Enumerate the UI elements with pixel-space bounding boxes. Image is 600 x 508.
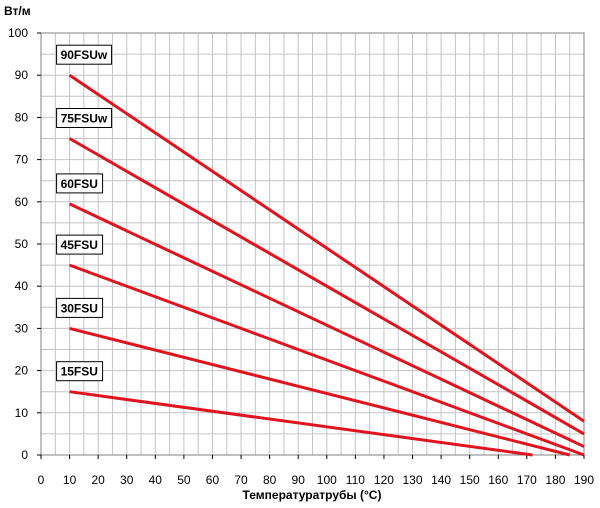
x-tick-label: 110 [346,473,365,487]
series-label-box [56,297,104,318]
x-tick-label: 50 [177,473,191,487]
y-tick-label: 100 [8,26,28,40]
x-tick-label: 120 [374,473,394,487]
series-label-box [56,44,113,65]
series-label-text: 90FSUw [61,48,108,62]
x-tick-label: 80 [263,473,277,487]
x-tick-label: 90 [292,473,306,487]
y-tick-label: 10 [15,406,29,420]
x-tick-label: 150 [460,473,480,487]
x-tick-label: 130 [403,473,423,487]
x-tick-label: 160 [488,473,508,487]
y-tick-label: 80 [15,110,29,124]
x-tick-label: 70 [234,473,248,487]
axes: 0 10 20 30 40 50 60 70 80 90 100 110 120 130 140 150 160… [8,26,594,487]
series-label-box [56,108,113,128]
x-tick-label: 170 [517,473,537,487]
x-tick-label: 140 [431,473,451,487]
x-tick-label: 60 [206,473,220,487]
series-lines [68,73,585,457]
x-tick-label: 0 [38,473,45,487]
y-tick-label: 60 [15,195,29,209]
series-line-15FSU [69,390,533,457]
series-line-75FSUw [68,137,585,436]
y-tick-label: 50 [15,237,29,251]
series-label-box [56,361,104,382]
series-label-90FSUw: 90FSUw [56,44,113,65]
series-label-15FSU: 15FSU [56,361,104,382]
grid [41,33,584,455]
series-label-30FSU: 30FSU [56,297,104,318]
x-tick-label: 180 [545,473,565,487]
y-tick-label: 30 [15,321,29,335]
series-label-text: 15FSU [61,365,98,379]
series-label-text: 75FSUw [61,112,108,126]
series-label-75FSUw: 75FSUw [56,108,113,128]
series-line-60FSU [68,202,585,448]
x-tick-label: 20 [91,473,105,487]
series-label-60FSU: 60FSU [56,173,104,194]
y-tick-label: 0 [21,448,28,462]
series-label-text: 30FSU [61,301,98,315]
y-axis-title: Вт/м [4,4,31,18]
x-tick-label: 190 [574,473,594,487]
y-tick-label: 70 [15,153,29,167]
series-labels: 90FSUw 75FSUw 60FSU 45FSU 30FSU 15FSU [56,44,113,382]
y-tick-label: 40 [15,279,29,293]
x-tick-label: 40 [149,473,163,487]
y-tick-label: 90 [15,68,29,82]
series-line-30FSU [69,326,571,457]
x-axis-title: Температуратрубы (°C) [243,488,382,502]
series-line-90FSUw [68,73,585,423]
y-tick-label: 20 [15,364,29,378]
x-tick-label: 30 [120,473,134,487]
series-label-45FSU: 45FSU [56,234,104,255]
series-label-box [56,234,104,255]
series-label-box [56,173,104,194]
series-label-text: 60FSU [61,177,98,191]
series-label-text: 45FSU [61,238,98,252]
x-tick-label: 10 [63,473,77,487]
series-line-45FSU [69,263,585,457]
x-tick-label: 100 [317,473,337,487]
